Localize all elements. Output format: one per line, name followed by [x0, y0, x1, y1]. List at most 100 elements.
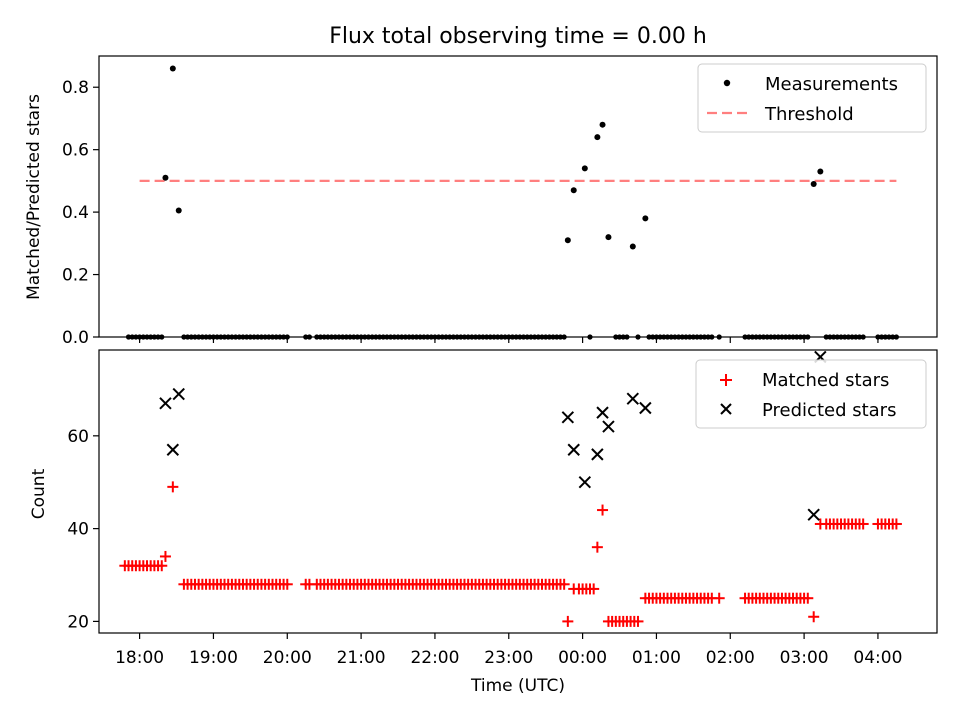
x-tick-label: 04:00	[853, 648, 902, 668]
measurement-point	[817, 168, 824, 175]
measurement-zero-point	[550, 334, 556, 340]
measurement-point	[570, 187, 577, 194]
measurement-zero-point	[672, 334, 678, 340]
measurement-zero-point	[476, 334, 482, 340]
matched-star-marker	[558, 578, 570, 590]
measurement-zero-point	[509, 334, 516, 340]
measurement-zero-point	[701, 334, 708, 340]
measurement-zero-point	[502, 334, 508, 340]
predicted-star-marker	[602, 420, 615, 433]
legend-predicted-marker	[720, 403, 732, 415]
measurement-zero-point	[151, 334, 157, 340]
top-y-tick-label: 0.8	[62, 78, 89, 98]
measurement-zero-point	[849, 334, 855, 340]
predicted-star-marker	[567, 443, 580, 456]
measurement-point	[605, 234, 612, 241]
legend-measurements-label: Measurements	[765, 74, 898, 95]
measurement-zero-point	[410, 334, 416, 340]
predicted-star-marker	[578, 476, 592, 489]
measurement-zero-point	[229, 334, 235, 340]
predicted-star-marker	[591, 448, 604, 461]
x-tick-label: 21:00	[337, 648, 386, 668]
measurement-zero-point	[709, 334, 715, 340]
measurement-zero-point	[465, 334, 471, 340]
measurement-zero-point	[395, 334, 401, 340]
measurement-zero-point	[317, 334, 324, 340]
measurement-zero-point	[236, 334, 242, 340]
matched-star-marker	[890, 518, 902, 530]
measurement-zero-point	[328, 334, 335, 340]
measurement-point	[594, 134, 601, 141]
measurement-zero-point	[528, 334, 534, 340]
measurement-zero-point	[831, 334, 837, 340]
bottom-legend-box	[695, 359, 927, 429]
x-tick-label: 03:00	[780, 648, 829, 668]
predicted-star-marker	[639, 401, 652, 415]
bottom-y-tick-label: 60	[67, 427, 89, 447]
measurement-zero-point	[218, 334, 224, 340]
measurement-zero-point	[399, 334, 405, 340]
measurement-zero-point	[225, 334, 231, 340]
measurement-zero-point	[786, 334, 792, 340]
top-y-tick-label: 0.4	[62, 203, 89, 223]
measurement-zero-point	[362, 334, 368, 340]
measurement-point	[564, 237, 571, 244]
top-legend: Measurements Threshold	[697, 63, 927, 133]
measurement-zero-point	[543, 334, 549, 340]
measurement-zero-point	[351, 334, 357, 340]
measurement-zero-point	[273, 334, 279, 340]
measurement-zero-point	[875, 334, 881, 340]
measurement-zero-point	[783, 334, 789, 340]
chart-title: Flux total observing time = 0.00 h	[329, 24, 707, 49]
measurement-point	[162, 174, 169, 181]
measurement-zero-point	[269, 334, 276, 340]
measurement-zero-point	[687, 334, 693, 340]
measurement-zero-point	[207, 334, 213, 340]
measurement-zero-point	[635, 334, 641, 340]
matched-star-marker	[167, 481, 179, 493]
bottom-y-tick-label: 40	[67, 520, 89, 540]
measurement-zero-point	[188, 334, 194, 340]
measurement-zero-point	[624, 334, 630, 340]
measurement-zero-point	[495, 334, 501, 340]
measurement-zero-point	[358, 334, 364, 340]
measurement-zero-point	[742, 334, 748, 340]
measurement-zero-point	[664, 334, 671, 340]
measurement-zero-point	[284, 334, 290, 340]
measurement-zero-point	[690, 334, 696, 340]
measurement-zero-point	[432, 334, 438, 340]
x-tick-label: 20:00	[263, 648, 312, 668]
matched-star-marker	[591, 541, 603, 553]
measurement-zero-point	[347, 334, 353, 340]
measurement-zero-point	[240, 334, 246, 340]
legend-matched-marker	[720, 374, 732, 386]
measurement-zero-point	[258, 334, 265, 340]
matched-star-marker	[597, 504, 609, 516]
measurement-zero-point	[424, 334, 431, 340]
measurement-zero-point	[125, 334, 132, 340]
measurement-zero-point	[886, 334, 892, 340]
measurement-zero-point	[247, 334, 253, 340]
measurement-zero-point	[450, 334, 456, 340]
measurement-zero-point	[768, 334, 774, 340]
measurement-zero-point	[890, 334, 896, 340]
bottom-x-ticks: 18:00 19:00 20:00 21:00 22:00 23:00 00:00 01:00…	[115, 633, 902, 668]
measurement-zero-point	[192, 334, 198, 340]
measurement-zero-point	[384, 334, 390, 340]
x-tick-label: 19:00	[189, 648, 238, 668]
top-y-tick-label: 0.6	[62, 141, 89, 161]
measurement-zero-point	[436, 334, 442, 340]
zero-measurements	[125, 334, 899, 340]
measurement-zero-point	[458, 334, 464, 340]
predicted-star-marker	[172, 387, 185, 401]
measurement-zero-point	[753, 334, 759, 340]
measurement-zero-point	[893, 334, 899, 340]
measurement-zero-point	[557, 334, 564, 340]
predicted-star-marker	[166, 443, 180, 456]
measurement-zero-point	[823, 334, 829, 340]
legend-measurements-marker	[723, 79, 731, 87]
measurement-zero-point	[764, 334, 770, 340]
measurement-zero-point	[517, 334, 523, 340]
measurement-zero-point	[244, 334, 250, 340]
